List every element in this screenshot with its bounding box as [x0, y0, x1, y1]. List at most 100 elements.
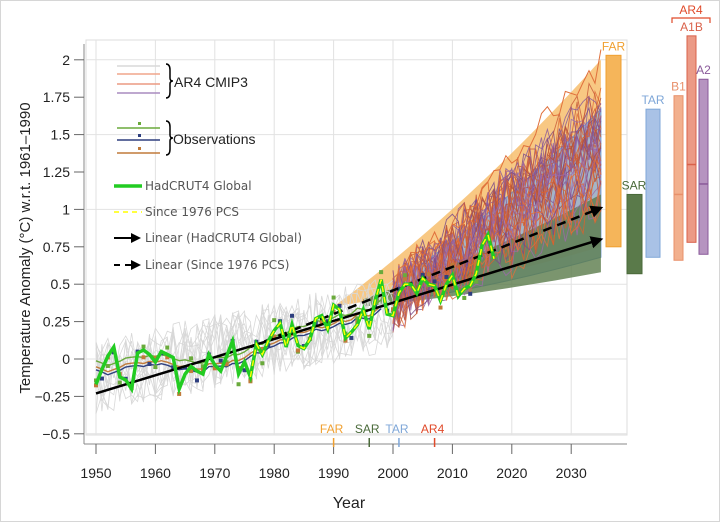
observation-point [147, 362, 152, 367]
y-ticks: −0.5 −0.25 0 0.25 0.5 0.75 1 1.25 1.5 1.75 2 [35, 52, 84, 442]
range-bar-label-sar: SAR [622, 178, 647, 192]
legend-entry-label: Linear (HadCRUT4 Global) [145, 231, 302, 245]
observation-point [94, 383, 98, 388]
y-tick-label: 1 [62, 201, 70, 217]
observation-point [396, 287, 401, 292]
legend-swatch-observation-point [138, 122, 141, 125]
observation-point [474, 279, 479, 284]
observation-point [420, 272, 425, 277]
observation-point [367, 333, 372, 338]
since-1976-pcs-line [249, 232, 495, 378]
report-marker-label: SAR [355, 422, 380, 436]
observation-point [141, 344, 146, 349]
observation-point [438, 305, 443, 310]
y-tick-label: 0 [62, 351, 70, 367]
y-tick-label: 0.5 [51, 276, 71, 292]
x-tick-label: 1960 [140, 465, 171, 481]
cmip3-projection-run [392, 181, 602, 330]
observation-point [331, 295, 336, 300]
cmip3-projection-run [392, 49, 602, 294]
range-bar-tar [645, 108, 661, 258]
range-bar-label-a1b: A1B [680, 20, 703, 34]
cmip3-projection-run [392, 118, 602, 332]
legend-entry-label: HadCRUT4 Global [145, 179, 252, 193]
legend-label-observations: Observations [173, 131, 255, 147]
observation-smoothed-line [95, 305, 382, 373]
range-bar-label-b1: B1 [671, 80, 686, 94]
observation-point [444, 274, 449, 279]
observation-point [200, 364, 205, 369]
range-bar-label-tar: TAR [641, 93, 664, 107]
legend-brace [165, 63, 174, 99]
legend-label-ar4-cmip3: AR4 CMIP3 [174, 74, 248, 90]
observation-point [165, 355, 170, 360]
legend-swatch-observation-point [138, 147, 141, 150]
observation-point [319, 320, 324, 325]
range-bar-label-a2: A2 [696, 63, 711, 77]
x-tick-label: 2030 [556, 465, 587, 481]
observation-point [349, 335, 354, 340]
x-tick-label: 1950 [80, 465, 111, 481]
y-tick-label: 1.75 [43, 89, 70, 105]
ar4-group-bracket [671, 17, 711, 23]
observation-point [295, 348, 300, 353]
linear-pcs-trend-line [249, 205, 604, 349]
x-tick-label: 2020 [496, 465, 527, 481]
x-ticks: 1950 1960 1970 1980 1990 2000 2010 2020 2030 [80, 444, 587, 481]
cmip3-projection-run [392, 103, 602, 318]
observation-point [272, 334, 277, 339]
legend-swatch-observation-point [138, 134, 141, 137]
report-marker-label: FAR [320, 422, 344, 436]
legend-entry-label: Since 1976 PCS [145, 205, 239, 219]
cmip3-projection-run [392, 97, 602, 310]
observation-point [224, 362, 229, 367]
observation-point [432, 279, 437, 284]
observation-point [355, 316, 360, 321]
range-bars: FAR SAR TAR B1 A1B A2 AR4 [602, 3, 711, 275]
observation-point [194, 378, 199, 383]
observation-point [141, 355, 146, 360]
observation-point [189, 368, 194, 373]
observation-point [153, 365, 158, 370]
observation-point [260, 361, 265, 366]
observation-point [224, 360, 229, 365]
y-tick-label: 0.75 [43, 239, 70, 255]
observation-point [450, 262, 455, 267]
observation-point [212, 366, 217, 371]
range-bar-far [605, 54, 622, 248]
report-marker-label: TAR [385, 422, 408, 436]
y-tick-label: 2 [62, 52, 70, 68]
y-tick-label: 1.5 [51, 127, 71, 143]
observation-point [290, 313, 295, 318]
ar4-group-label: AR4 [679, 3, 703, 17]
x-tick-label: 2010 [437, 465, 468, 481]
observation-point [218, 358, 223, 363]
trend-lines [95, 205, 604, 395]
x-tick-label: 1970 [199, 465, 230, 481]
range-bar-label-far: FAR [602, 39, 626, 53]
report-markers: FAR SAR TAR AR4 [320, 422, 445, 447]
legend-entry-label: Linear (Since 1976 PCS) [145, 258, 289, 272]
legend: AR4 CMIP3 Observations HadCRUT4 Global Sinc… [114, 63, 302, 272]
x-tick-label: 1990 [318, 465, 349, 481]
report-marker-label: AR4 [421, 422, 445, 436]
x-tick-label: 1980 [259, 465, 290, 481]
observation-point [99, 376, 104, 381]
y-tick-label: 1.25 [43, 164, 70, 180]
observation-point [105, 363, 110, 368]
observation-point [474, 261, 479, 266]
range-bar-sar [626, 193, 643, 275]
range-bar-a1b [686, 35, 697, 243]
y-axis-title: Temperature Anomaly (°C) w.r.t. 1961–199… [17, 102, 34, 393]
observation-point [117, 380, 122, 385]
cmip3-historical-run [95, 304, 394, 402]
observation-point [260, 346, 265, 351]
x-tick-label: 2000 [377, 465, 408, 481]
linear-hadcrut4-trend-line [95, 236, 604, 395]
observation-point [462, 295, 467, 300]
observation-point [337, 303, 342, 308]
observation-point [343, 338, 348, 343]
observation-smoothed-line [95, 308, 382, 376]
cmip3-projection-run [392, 161, 602, 321]
cmip3-projection-run [392, 138, 602, 311]
